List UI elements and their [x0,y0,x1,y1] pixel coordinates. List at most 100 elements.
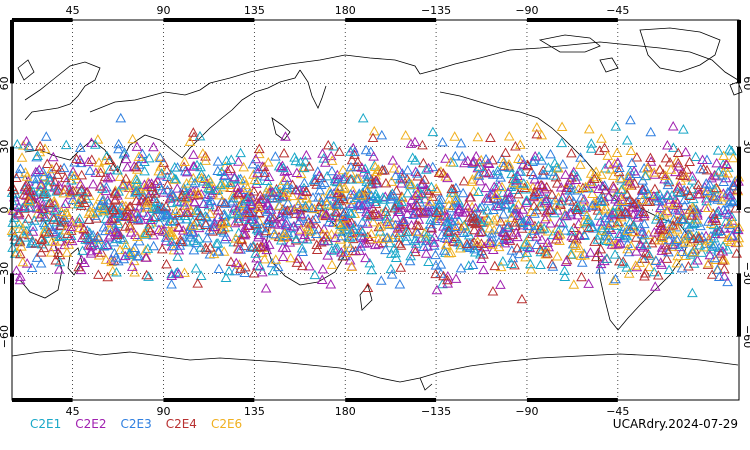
occultation-marker [510,141,521,151]
occultation-marker [374,226,386,236]
frame-segment-left [10,146,14,210]
occultation-marker [188,220,199,230]
occultation-marker [557,217,569,228]
occultation-marker [13,218,25,229]
occultation-marker [732,237,744,247]
occultation-marker [151,196,163,207]
occultation-marker [531,239,543,249]
occultation-marker [180,210,191,220]
occultation-marker [76,232,88,243]
occultation-marker [44,197,56,207]
occultation-marker [331,169,343,180]
lon-tick-label-bottom: 90 [156,405,170,418]
occultation-marker [623,268,635,278]
occultation-marker [655,257,667,267]
occultation-marker [362,282,374,293]
occultation-marker [674,241,685,252]
occultation-marker [157,226,169,236]
occultation-marker [14,274,26,285]
occultation-marker [332,217,344,228]
occultation-marker [66,235,78,246]
occultation-marker [458,175,470,186]
occultation-marker [572,201,584,211]
occultation-marker [640,183,651,194]
occultation-marker [455,239,466,250]
occultation-marker [106,213,118,224]
occultation-marker [162,179,173,189]
occultation-marker [346,154,358,165]
occultation-marker [445,156,457,167]
occultation-marker [174,207,186,217]
occultation-marker [165,216,177,226]
occultation-marker [402,164,414,175]
occultation-marker [477,208,489,218]
occultation-marker [595,195,607,205]
occultation-marker [693,232,705,243]
occultation-marker [467,216,478,227]
occultation-marker [458,221,470,231]
occultation-marker [291,257,303,267]
occultation-marker [410,190,421,200]
occultation-marker [704,235,716,246]
occultation-marker [12,208,24,218]
occultation-marker [15,241,27,251]
occultation-marker [143,271,154,281]
occultation-marker [148,240,160,251]
occultation-marker [622,208,634,218]
occultation-marker [625,145,637,156]
occultation-marker [25,201,36,212]
occultation-marker [159,208,170,218]
occultation-marker [175,234,186,245]
occultation-marker [203,196,215,207]
occultation-marker [74,222,86,233]
occultation-marker [629,178,641,188]
occultation-marker [456,150,468,161]
occultation-marker [75,264,87,275]
frame-segment-left [10,273,14,337]
occultation-marker [474,175,486,186]
occultation-marker [133,151,145,161]
occultation-marker [669,199,681,209]
occultation-marker [204,183,216,194]
occultation-marker [357,216,368,227]
occultation-marker [95,191,107,202]
occultation-marker [212,211,224,222]
occultation-marker [583,278,594,288]
occultation-marker [126,261,138,271]
frame-segment-right [737,20,741,84]
occultation-marker [20,180,32,190]
occultation-marker [281,220,292,230]
occultation-marker [320,231,331,242]
occultation-marker [564,185,576,195]
occultation-marker [688,258,700,268]
occultation-marker [339,174,350,184]
occultation-marker [141,252,152,262]
occultation-marker [580,202,592,212]
occultation-marker [29,215,40,225]
occultation-marker [639,270,650,281]
occultation-marker [540,195,552,206]
occultation-marker [656,192,668,203]
occultation-marker [154,180,166,191]
occultation-marker [301,193,313,203]
occultation-marker [420,231,432,241]
occultation-marker [109,195,121,205]
occultation-marker [628,198,640,209]
occultation-marker [225,177,236,187]
occultation-marker [691,217,703,227]
occultation-marker [624,194,636,205]
occultation-marker [613,217,625,228]
occultation-marker [442,278,454,288]
occultation-marker [547,261,559,271]
occultation-marker [149,211,161,222]
occultation-marker [650,214,662,224]
occultation-marker [430,268,442,279]
occultation-marker [692,254,703,265]
occultation-marker [160,200,172,211]
occultation-marker [200,219,212,229]
occultation-marker [282,227,294,237]
occultation-marker [529,186,541,197]
occultation-marker [86,240,98,251]
occultation-marker [233,174,244,184]
occultation-marker [79,229,91,240]
